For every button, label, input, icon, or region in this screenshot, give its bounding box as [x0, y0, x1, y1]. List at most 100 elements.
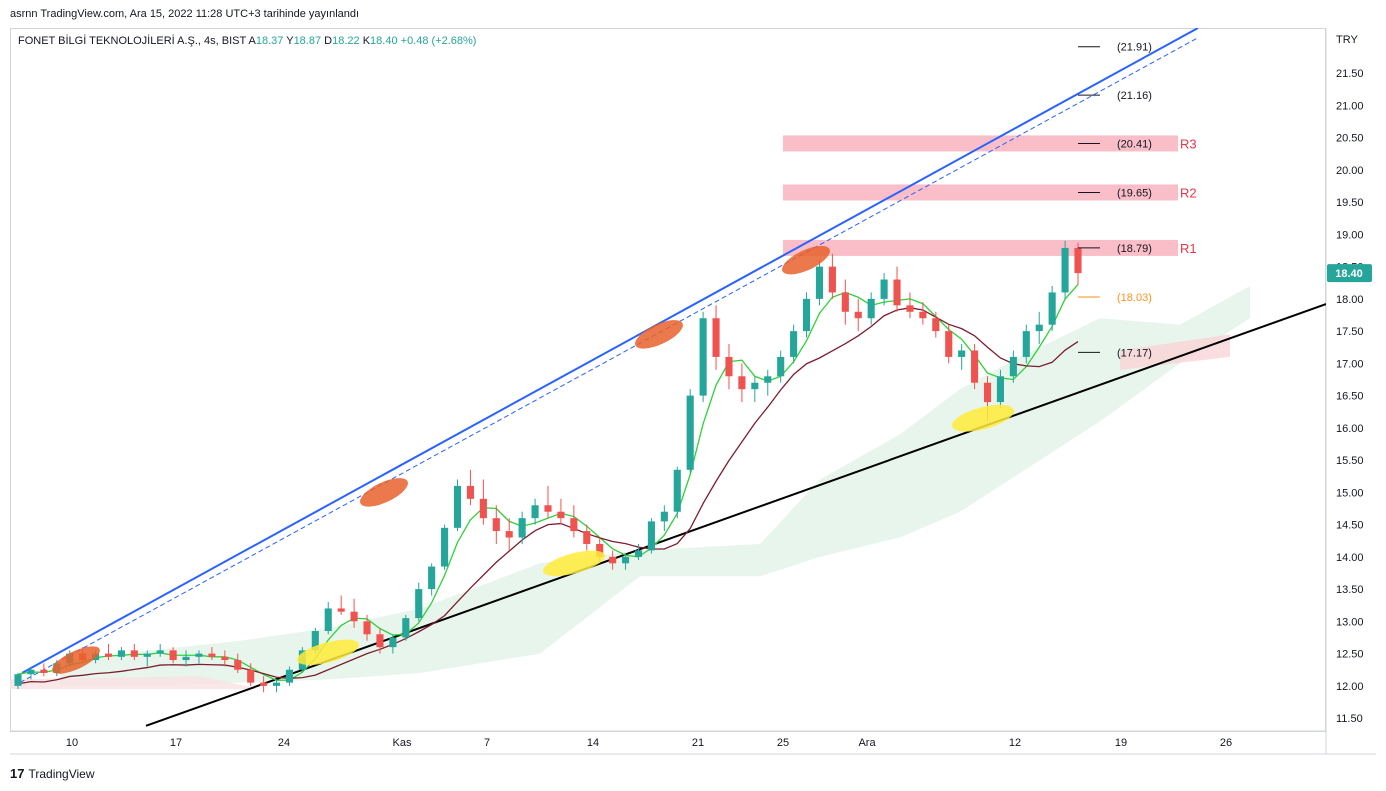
candle-body	[971, 350, 979, 383]
candle-body	[596, 543, 604, 557]
ichimoku-cloud	[60, 285, 1250, 686]
legend-close-value: 18.40	[370, 35, 398, 47]
candle-body	[647, 521, 655, 551]
level-label: (21.16)	[1117, 90, 1152, 102]
y-tick-label: 12.50	[1336, 649, 1364, 661]
candle-body	[570, 518, 578, 532]
y-tick-label: 21.50	[1336, 68, 1364, 80]
x-tick-label: 25	[777, 737, 789, 749]
candle-body	[841, 292, 849, 312]
y-tick-label: 20.00	[1336, 165, 1364, 177]
candle-body	[130, 650, 138, 657]
candle-body	[751, 382, 759, 390]
upper-trendline	[21, 28, 1199, 674]
candle-body	[182, 656, 190, 661]
candle-body	[983, 382, 992, 403]
y-tick-label: 13.00	[1336, 616, 1364, 628]
candle-body	[208, 653, 216, 657]
symbol-legend: FONET BİLGİ TEKNOLOJİLERİ A.Ş., 4s, BIST…	[18, 35, 476, 47]
y-tick-label: 18.00	[1336, 294, 1364, 306]
candle-body	[764, 376, 772, 383]
candle-body	[699, 318, 707, 396]
legend-open-value: 18.37	[255, 35, 284, 47]
y-tick-label: 11.50	[1336, 713, 1363, 725]
tradingview-logo-icon: 17	[10, 766, 25, 781]
candle-body	[311, 631, 319, 651]
candle-body	[1074, 247, 1082, 274]
x-tick-label: 24	[278, 737, 290, 749]
candle-body	[906, 305, 914, 312]
candle-body	[712, 318, 720, 357]
candle-body	[518, 518, 526, 538]
x-tick-label: Kas	[393, 737, 412, 749]
x-tick-label: 14	[587, 737, 599, 749]
level-label: (18.03)	[1117, 292, 1152, 304]
footer-brand[interactable]: 17 TradingView	[10, 766, 95, 781]
level-label: (17.17)	[1117, 347, 1152, 359]
x-tick-label: 17	[170, 737, 182, 749]
x-tick-label: Ara	[858, 737, 876, 749]
currency-label[interactable]: TRY	[1336, 34, 1358, 46]
candle-body	[634, 550, 643, 557]
candle-body	[531, 505, 539, 519]
y-tick-label: 15.50	[1336, 455, 1364, 467]
legend-low-value: 18.22	[332, 35, 360, 47]
cloud-bear-segment	[1120, 334, 1230, 370]
candle-body	[350, 611, 358, 622]
pivot-zone-r2	[783, 184, 1178, 201]
y-tick-label: 15.00	[1336, 487, 1364, 499]
kijun-line	[17, 307, 1079, 685]
resistance-touch-marker	[782, 245, 830, 275]
candle-body	[169, 650, 177, 661]
candle-body	[1022, 331, 1030, 357]
level-label: (21.91)	[1117, 42, 1152, 54]
candle-body	[802, 298, 811, 332]
candle-body	[1061, 247, 1069, 293]
candle-body	[867, 298, 875, 319]
legend-high-label: Y	[286, 35, 294, 47]
candle-body	[583, 531, 591, 544]
candle-body	[945, 331, 953, 357]
candle-body	[156, 650, 164, 654]
candle-body	[285, 669, 294, 683]
candle-body	[195, 653, 203, 657]
candle-body	[815, 266, 824, 299]
candle-body	[893, 279, 901, 306]
candle-body	[919, 311, 927, 319]
y-tick-label: 21.00	[1336, 100, 1364, 112]
x-tick-label: 7	[484, 737, 490, 749]
legend-change: +0.48 (+2.68%)	[400, 35, 477, 47]
candle-body	[673, 469, 681, 512]
candle-body	[415, 589, 423, 619]
resistance-touch-marker	[52, 646, 100, 674]
y-tick-label: 14.00	[1336, 552, 1364, 564]
y-tick-label: 13.50	[1336, 584, 1364, 596]
y-tick-label: 14.50	[1336, 520, 1364, 532]
candle-body	[1048, 292, 1056, 325]
candle-body	[958, 350, 966, 357]
x-tick-label: 12	[1009, 737, 1021, 749]
candle-body	[1009, 356, 1017, 377]
candle-body	[402, 618, 410, 638]
y-tick-label: 19.50	[1336, 197, 1364, 209]
candle-body	[738, 376, 746, 390]
publisher-line: asrnn TradingView.com, Ara 15, 2022 11:2…	[10, 8, 360, 20]
symbol-title[interactable]: FONET BİLGİ TEKNOLOJİLERİ A.Ş., 4s, BIST	[18, 35, 247, 47]
candle-body	[622, 556, 630, 564]
candle-body	[505, 531, 513, 538]
candle-body	[272, 682, 281, 686]
support-touch-marker	[296, 639, 360, 666]
candle-body	[376, 634, 384, 648]
candle-body	[1035, 324, 1043, 332]
candle-body	[854, 311, 862, 319]
y-tick-label: 20.50	[1336, 133, 1364, 145]
candle-body	[363, 621, 371, 635]
plot-area: (21.91) (21.16) (20.41) R3 (19.65) R2 (18.79) R…	[10, 28, 1326, 727]
candle-body	[544, 505, 552, 512]
candle-body	[686, 395, 694, 470]
candle-body	[324, 608, 332, 632]
candle-body	[117, 650, 125, 657]
candle-body	[40, 669, 48, 673]
candle-body	[492, 518, 500, 532]
